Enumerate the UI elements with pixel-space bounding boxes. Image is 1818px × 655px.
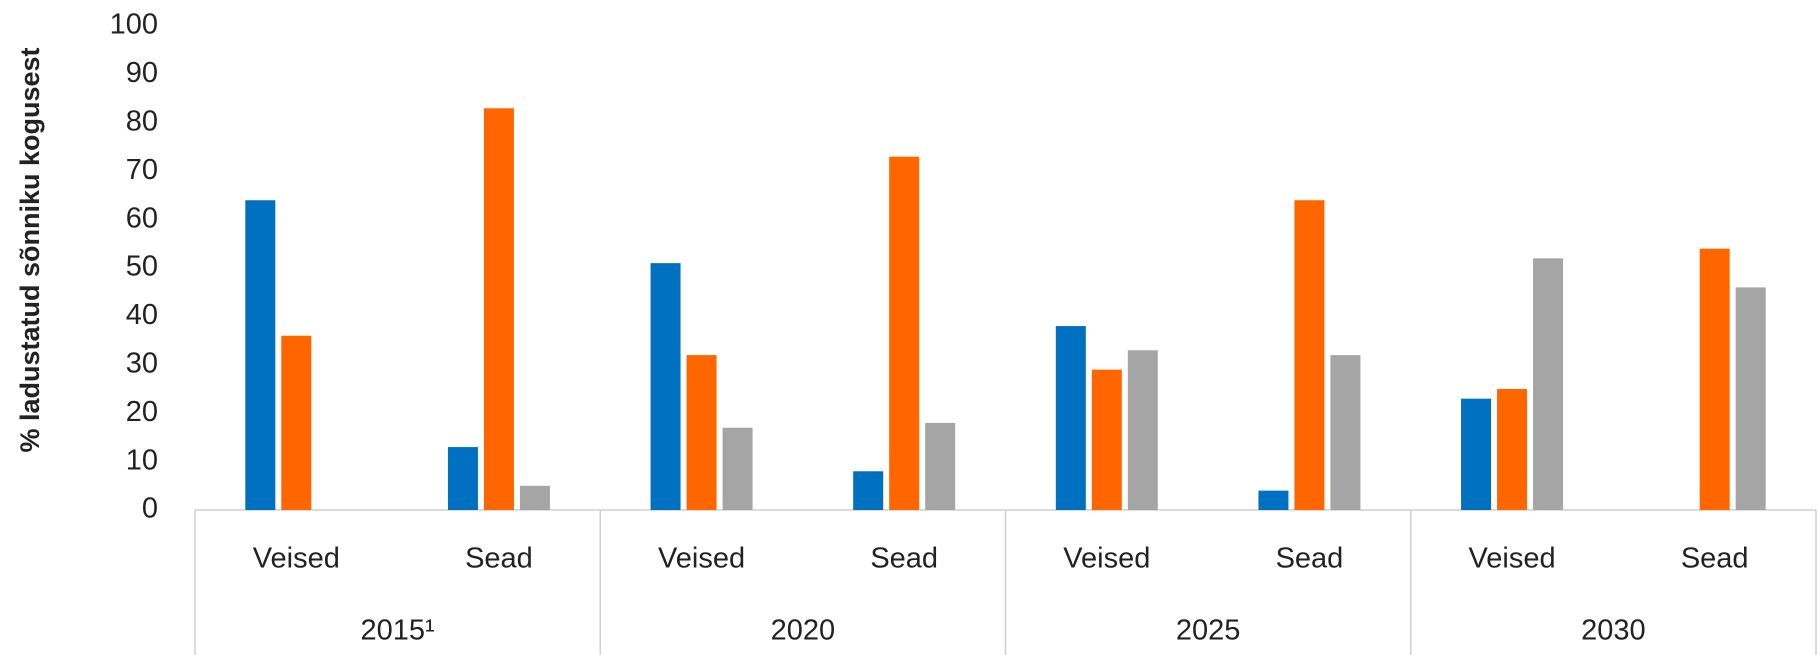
x-tick-label: Veised (658, 543, 745, 575)
y-tick-label: 100 (110, 9, 158, 41)
y-tick-label: 60 (126, 202, 158, 234)
bar (1294, 200, 1325, 511)
y-tick-label: 20 (126, 396, 158, 428)
x-tick-label: Sead (1276, 543, 1344, 575)
bar (1699, 248, 1730, 510)
bar (1533, 258, 1564, 510)
bar (281, 335, 312, 510)
y-tick-label: 10 (126, 444, 158, 476)
y-tick-label: 80 (126, 105, 158, 137)
bar (245, 200, 276, 511)
x-tick-label: Veised (1063, 543, 1150, 575)
bar (519, 485, 550, 510)
bar (1497, 389, 1528, 510)
x-tick-label: Sead (1681, 543, 1749, 575)
bar (853, 471, 884, 510)
bar (650, 263, 681, 510)
y-tick-label: 30 (126, 347, 158, 379)
x-tick-label: Veised (1469, 543, 1556, 575)
bar (1330, 355, 1361, 510)
bar (889, 156, 920, 510)
y-axis-title: % ladustatud sõnniku kogusest (15, 47, 45, 452)
group-label: 2015¹ (361, 615, 436, 647)
x-tick-label: Sead (465, 543, 533, 575)
x-tick-label: Sead (870, 543, 938, 575)
bar (483, 108, 514, 510)
bar (686, 355, 717, 510)
y-tick-label: 0 (142, 493, 158, 525)
y-tick-label: 40 (126, 299, 158, 331)
bar (1461, 398, 1492, 510)
group-label: 2020 (771, 615, 836, 647)
y-tick-label: 90 (126, 57, 158, 89)
y-tick-label: 50 (126, 251, 158, 283)
bar (1091, 369, 1122, 510)
bar (1127, 350, 1158, 510)
bar (447, 447, 478, 510)
bar (1735, 287, 1766, 510)
bar (925, 422, 956, 510)
group-label: 2030 (1581, 615, 1646, 647)
x-tick-label: Veised (253, 543, 340, 575)
y-tick-label: 70 (126, 154, 158, 186)
bar (1258, 490, 1289, 510)
group-label: 2025 (1176, 615, 1241, 647)
bar (722, 427, 753, 510)
bar (1055, 326, 1086, 510)
